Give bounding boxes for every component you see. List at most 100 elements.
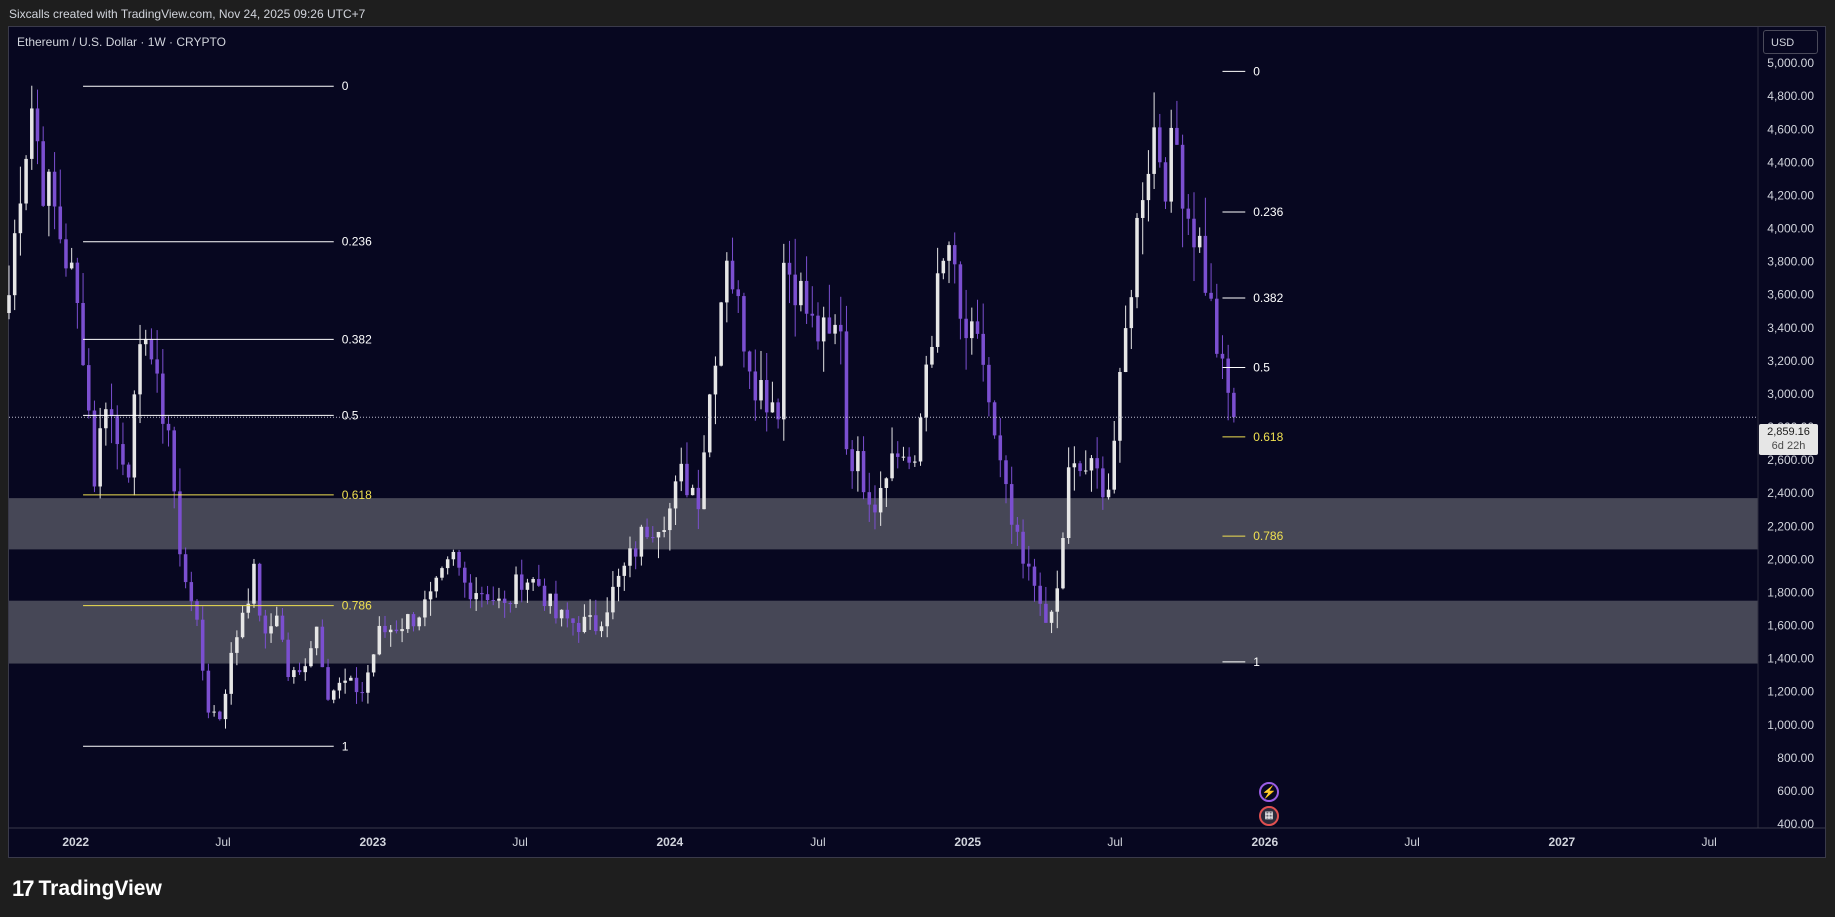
- candle-body: [1186, 208, 1191, 219]
- candle-body: [588, 615, 592, 617]
- candle-body: [878, 487, 883, 513]
- candle-body: [582, 616, 587, 633]
- candle-body: [1101, 468, 1105, 498]
- current-price-value: 2,859.16: [1767, 426, 1810, 438]
- candle-body: [343, 680, 347, 683]
- candle-body: [821, 317, 826, 342]
- x-tick-label: Jul: [1404, 835, 1419, 849]
- candle-body: [1123, 328, 1128, 373]
- lightning-event-icon[interactable]: ⚡: [1259, 782, 1279, 802]
- y-tick-label: 4,400.00: [1767, 155, 1814, 169]
- candle-body: [428, 591, 433, 600]
- candle-body: [685, 463, 689, 496]
- fib-level-label: 0.382: [342, 332, 372, 346]
- candle-body: [622, 565, 627, 576]
- fib-level-label: 0.236: [1253, 205, 1283, 219]
- candle-body: [149, 338, 154, 360]
- tradingview-logo[interactable]: 17 TradingView: [12, 876, 162, 902]
- chart-pane[interactable]: [8, 26, 1826, 858]
- y-tick-label: 3,400.00: [1767, 321, 1814, 335]
- y-tick-label: 5,000.00: [1767, 56, 1814, 70]
- candle-body: [594, 615, 598, 632]
- candle-body: [161, 373, 165, 424]
- y-tick-label: 4,200.00: [1767, 188, 1814, 202]
- candle-body: [212, 711, 216, 713]
- candle-body: [1197, 235, 1202, 248]
- candle-body: [1215, 298, 1219, 354]
- candle-body: [81, 303, 85, 366]
- candle-body: [1180, 144, 1185, 209]
- candle-body: [1038, 585, 1042, 604]
- candle-body: [958, 264, 963, 319]
- candle-body: [759, 380, 763, 401]
- fib-level-label: 0.786: [1253, 529, 1283, 543]
- candle-body: [1203, 235, 1208, 293]
- candle-body: [1169, 127, 1173, 202]
- candle-body: [206, 670, 211, 713]
- candle-body: [793, 274, 797, 306]
- candle-body: [1135, 217, 1139, 298]
- fib-level-label: 0: [342, 79, 349, 93]
- candle-body: [35, 108, 40, 142]
- candle-body: [474, 593, 478, 600]
- candle-body: [377, 625, 382, 655]
- candle-body: [155, 359, 159, 374]
- support-zone-0: [9, 498, 1758, 550]
- candle-body: [844, 331, 849, 450]
- candle-body: [787, 262, 792, 275]
- candle-body: [1055, 588, 1060, 612]
- candle-body: [873, 504, 877, 513]
- candle-body: [257, 563, 262, 616]
- candle-body: [246, 603, 251, 613]
- candle-body: [531, 579, 535, 583]
- candle-body: [326, 667, 330, 700]
- candle-body: [930, 346, 934, 365]
- candle-body: [736, 289, 740, 297]
- candle-body: [548, 593, 552, 607]
- candle-body: [1118, 372, 1122, 441]
- fib-level-label: 0.786: [342, 599, 372, 613]
- candle-body: [462, 567, 467, 583]
- candle-body: [867, 492, 872, 505]
- y-tick-label: 3,600.00: [1767, 288, 1814, 302]
- candle-body: [269, 626, 273, 634]
- candle-body: [1078, 463, 1082, 472]
- candle-body: [747, 351, 752, 372]
- candle-body: [115, 416, 120, 445]
- candle-body: [195, 601, 199, 620]
- fib-level-label: 0.5: [342, 408, 359, 422]
- candle-body: [656, 531, 661, 538]
- candle-body: [1129, 297, 1134, 329]
- candle-body: [941, 260, 946, 274]
- candle-body: [1044, 603, 1048, 623]
- candle-body: [628, 548, 632, 566]
- candle-body: [611, 586, 615, 613]
- candle-body: [41, 141, 45, 206]
- y-tick-label: 600.00: [1777, 784, 1814, 798]
- candle-body: [1072, 463, 1077, 468]
- y-tick-label: 4,000.00: [1767, 222, 1814, 236]
- candle-body: [24, 158, 28, 204]
- y-tick-label: 2,000.00: [1767, 552, 1814, 566]
- currency-button[interactable]: USD: [1763, 30, 1818, 54]
- candle-body: [132, 394, 137, 478]
- candle-body: [485, 594, 490, 601]
- candle-body: [827, 317, 832, 334]
- us-flag-event-icon[interactable]: ▦: [1259, 806, 1279, 826]
- candle-body: [502, 598, 507, 603]
- candle-body: [166, 423, 171, 431]
- candle-body: [280, 615, 285, 640]
- candle-body: [1032, 566, 1037, 586]
- candle-body: [297, 670, 302, 673]
- y-tick-label: 1,600.00: [1767, 619, 1814, 633]
- candle-body: [918, 417, 923, 462]
- candle-body: [252, 563, 256, 604]
- candle-body: [537, 579, 541, 586]
- candle-body: [7, 295, 11, 314]
- candle-body: [890, 453, 894, 479]
- candle-body: [480, 593, 484, 595]
- candle-body: [690, 487, 695, 496]
- brand-name: TradingView: [38, 877, 162, 900]
- candle-body: [514, 574, 518, 605]
